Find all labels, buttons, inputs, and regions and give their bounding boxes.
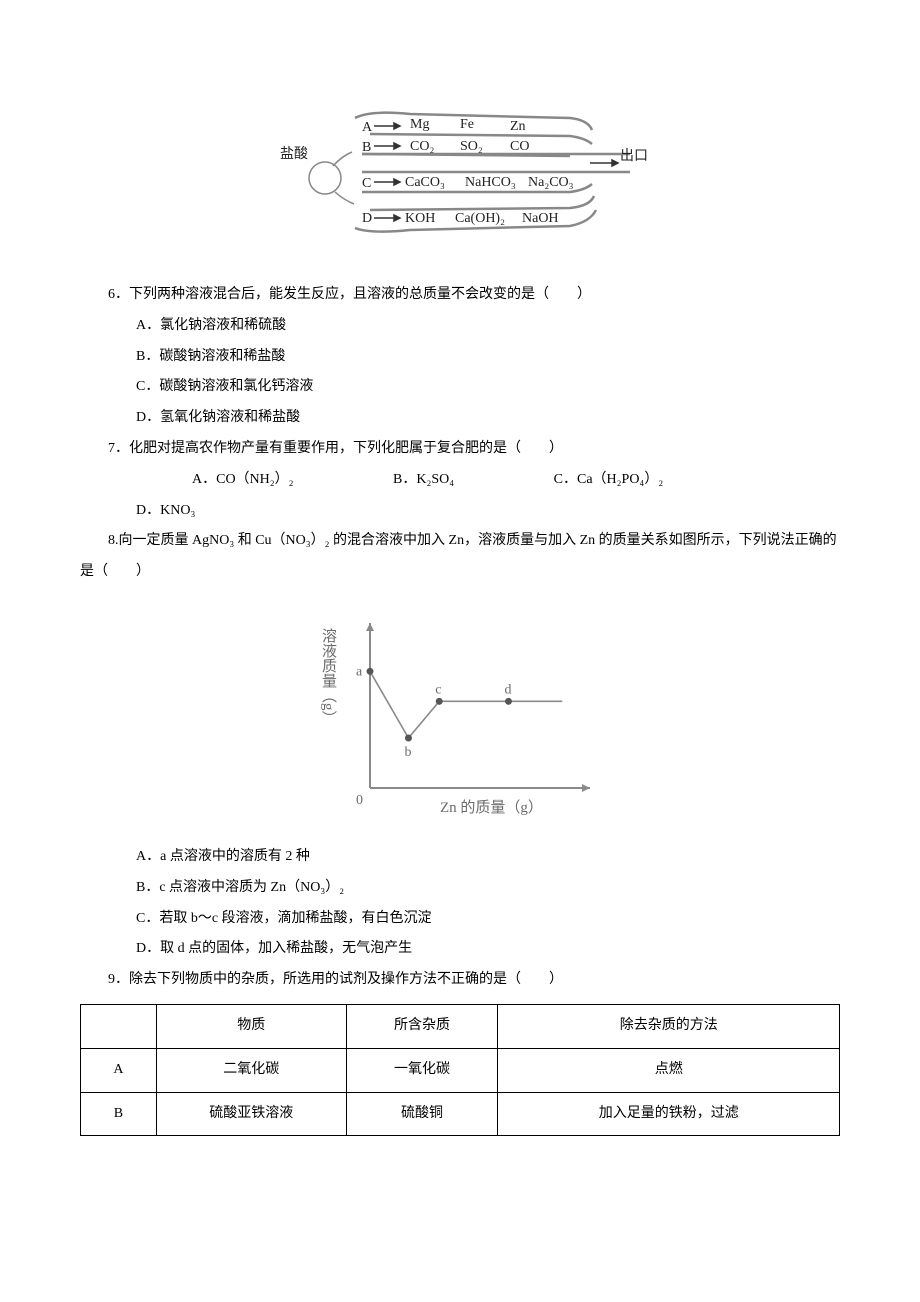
q6-option-b: B．碳酸钠溶液和稀盐酸 bbox=[80, 342, 840, 373]
q8-option-d: D．取 d 点的固体，加入稀盐酸，无气泡产生 bbox=[80, 934, 840, 965]
page-root: 盐酸 出口 A Mg Fe Zn B CO₂ SO₂ CO C CaCO₃ Na… bbox=[0, 0, 920, 1196]
svg-text:c: c bbox=[435, 682, 441, 697]
flask-exit-label: 出口 bbox=[620, 148, 648, 164]
row-d-letter: D bbox=[362, 211, 372, 226]
svg-text:0: 0 bbox=[356, 793, 363, 808]
row-c-item-0: CaCO₃ bbox=[405, 175, 445, 190]
flask-left-label: 盐酸 bbox=[280, 146, 308, 162]
q8-stem: 8.向一定质量 AgNO₃ 和 Cu（NO₃）₂ 的混合溶液中加入 Zn，溶液质… bbox=[80, 526, 840, 588]
q9-table: 物质 所含杂质 除去杂质的方法 A 二氧化碳 一氧化碳 点燃 B 硫酸亚铁溶液 … bbox=[80, 1004, 840, 1136]
q7-option-a: A．CO（NH₂）₂ bbox=[136, 465, 294, 496]
q9-table-row: A 二氧化碳 一氧化碳 点燃 bbox=[81, 1048, 840, 1092]
row-d-item-1: Ca(OH)₂ bbox=[455, 211, 505, 226]
q9-table-row: B 硫酸亚铁溶液 硫酸铜 加入足量的铁粉，过滤 bbox=[81, 1092, 840, 1136]
q9-r1c3: 加入足量的铁粉，过滤 bbox=[498, 1092, 840, 1136]
row-b-item-1: SO₂ bbox=[460, 139, 483, 154]
svg-text:Zn 的质量（g）: Zn 的质量（g） bbox=[440, 799, 543, 816]
q7-stem: 7．化肥对提高农作物产量有重要作用，下列化肥属于复合肥的是（ ） bbox=[80, 434, 840, 465]
q7-options: A．CO（NH₂）₂ B．K₂SO₄ C．Ca（H₂PO₄）₂ D．KNO₃ bbox=[80, 465, 840, 527]
q9-r0c3: 点燃 bbox=[498, 1048, 840, 1092]
q9-th-2: 所含杂质 bbox=[346, 1004, 498, 1048]
q9-r1c2: 硫酸铜 bbox=[346, 1092, 498, 1136]
flask-diagram: 盐酸 出口 A Mg Fe Zn B CO₂ SO₂ CO C CaCO₃ Na… bbox=[270, 100, 650, 260]
q9-r0c1: 二氧化碳 bbox=[156, 1048, 346, 1092]
row-b-letter: B bbox=[362, 140, 371, 155]
q9-r1c1: 硫酸亚铁溶液 bbox=[156, 1092, 346, 1136]
row-a-letter: A bbox=[362, 120, 373, 135]
q9-stem: 9．除去下列物质中的杂质，所选用的试剂及操作方法不正确的是（ ） bbox=[80, 965, 840, 996]
q6-option-c: C．碳酸钠溶液和氯化钙溶液 bbox=[80, 372, 840, 403]
q9-th-1: 物质 bbox=[156, 1004, 346, 1048]
q9-r0c0: A bbox=[81, 1048, 157, 1092]
q6-option-a: A．氯化钠溶液和稀硫酸 bbox=[80, 311, 840, 342]
row-c-item-2: Na₂CO₃ bbox=[528, 175, 574, 190]
svg-text:溶液质量（g）: 溶液质量（g） bbox=[320, 628, 337, 726]
q6-option-d: D．氢氧化钠溶液和稀盐酸 bbox=[80, 403, 840, 434]
svg-text:d: d bbox=[504, 682, 511, 697]
row-c-letter: C bbox=[362, 176, 371, 191]
flask-diagram-wrap: 盐酸 出口 A Mg Fe Zn B CO₂ SO₂ CO C CaCO₃ Na… bbox=[80, 100, 840, 260]
svg-text:a: a bbox=[356, 664, 363, 679]
row-b-item-2: CO bbox=[510, 139, 529, 154]
q7-option-b: B．K₂SO₄ bbox=[337, 465, 454, 496]
row-d-item-0: KOH bbox=[405, 211, 435, 226]
q9-r0c2: 一氧化碳 bbox=[346, 1048, 498, 1092]
row-c-item-1: NaHCO₃ bbox=[465, 175, 516, 190]
svg-text:b: b bbox=[404, 745, 411, 760]
row-d-item-2: NaOH bbox=[522, 211, 559, 226]
q7-option-d: D．KNO₃ bbox=[80, 496, 195, 527]
q8-option-c: C．若取 b～c 段溶液，滴加稀盐酸，有白色沉淀 bbox=[80, 904, 840, 935]
q8-option-a: A．a 点溶液中的溶质有 2 种 bbox=[80, 842, 840, 873]
q8-option-b: B．c 点溶液中溶质为 Zn（NO₃）₂ bbox=[80, 873, 840, 904]
row-a-item-0: Mg bbox=[410, 117, 429, 132]
q7-option-c: C．Ca（H₂PO₄）₂ bbox=[498, 465, 664, 496]
q8-graph-wrap: 0 a b c d 溶液质量（g） Zn 的质量（g） bbox=[80, 598, 840, 828]
row-b-item-0: CO₂ bbox=[410, 139, 434, 154]
q9-table-header-row: 物质 所含杂质 除去杂质的方法 bbox=[81, 1004, 840, 1048]
q9-th-0 bbox=[81, 1004, 157, 1048]
q8-graph: 0 a b c d 溶液质量（g） Zn 的质量（g） bbox=[300, 598, 620, 828]
row-a-item-1: Fe bbox=[460, 117, 474, 132]
q6-stem: 6．下列两种溶液混合后，能发生反应，且溶液的总质量不会改变的是（ ） bbox=[80, 280, 840, 311]
q9-th-3: 除去杂质的方法 bbox=[498, 1004, 840, 1048]
q9-r1c0: B bbox=[81, 1092, 157, 1136]
row-a-item-2: Zn bbox=[510, 119, 526, 134]
